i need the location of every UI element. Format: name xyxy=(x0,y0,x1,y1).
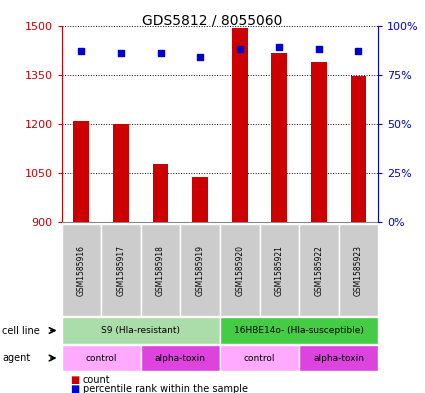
Point xyxy=(118,50,125,56)
Bar xyxy=(351,76,366,222)
Text: agent: agent xyxy=(2,353,30,363)
Text: ■: ■ xyxy=(70,384,79,393)
Point xyxy=(197,54,204,60)
Text: cell line: cell line xyxy=(2,325,40,336)
Text: S9 (Hla-resistant): S9 (Hla-resistant) xyxy=(101,326,180,335)
Text: GSM1585919: GSM1585919 xyxy=(196,245,205,296)
Bar xyxy=(232,28,248,222)
Bar xyxy=(311,62,327,222)
Text: percentile rank within the sample: percentile rank within the sample xyxy=(83,384,248,393)
Text: GDS5812 / 8055060: GDS5812 / 8055060 xyxy=(142,14,283,28)
Text: GSM1585921: GSM1585921 xyxy=(275,245,284,296)
Text: GSM1585922: GSM1585922 xyxy=(314,245,323,296)
Point xyxy=(157,50,164,56)
Bar xyxy=(74,121,89,222)
Text: GSM1585916: GSM1585916 xyxy=(77,245,86,296)
Text: alpha-toxin: alpha-toxin xyxy=(313,354,364,362)
Text: GSM1585923: GSM1585923 xyxy=(354,245,363,296)
Text: ■: ■ xyxy=(70,375,79,385)
Text: control: control xyxy=(85,354,117,362)
Text: control: control xyxy=(244,354,275,362)
Text: alpha-toxin: alpha-toxin xyxy=(155,354,206,362)
Point xyxy=(78,48,85,54)
Text: GSM1585917: GSM1585917 xyxy=(116,245,125,296)
Point xyxy=(315,46,322,52)
Bar xyxy=(272,53,287,222)
Text: count: count xyxy=(83,375,110,385)
Text: 16HBE14o- (Hla-susceptible): 16HBE14o- (Hla-susceptible) xyxy=(234,326,364,335)
Point xyxy=(355,48,362,54)
Text: GSM1585918: GSM1585918 xyxy=(156,245,165,296)
Bar xyxy=(153,164,168,222)
Point xyxy=(276,44,283,50)
Text: GSM1585920: GSM1585920 xyxy=(235,245,244,296)
Point xyxy=(236,46,243,52)
Bar xyxy=(192,177,208,222)
Bar xyxy=(113,124,129,222)
